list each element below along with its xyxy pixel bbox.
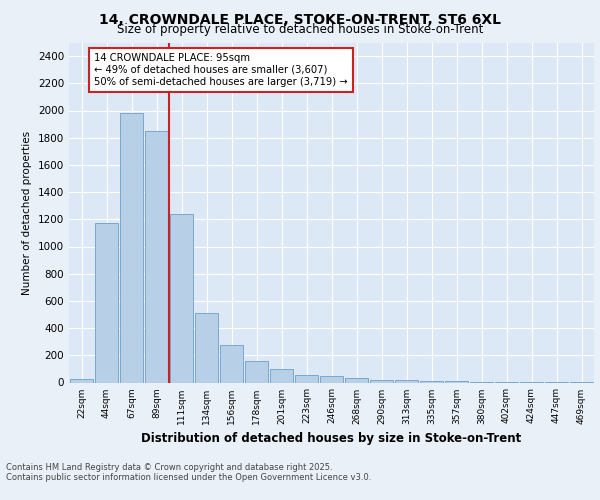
Text: Size of property relative to detached houses in Stoke-on-Trent: Size of property relative to detached ho… (117, 22, 483, 36)
Bar (345, 378, 368, 382)
Bar (70, 379, 93, 382)
Bar (195, 313, 218, 382)
Y-axis label: Number of detached properties: Number of detached properties (22, 130, 32, 294)
Text: Contains public sector information licensed under the Open Government Licence v3: Contains public sector information licen… (6, 474, 371, 482)
Bar (170, 214, 193, 382)
Bar (95, 224, 118, 382)
Bar (395, 380, 418, 382)
Bar (245, 362, 268, 382)
Bar (370, 380, 393, 382)
X-axis label: Distribution of detached houses by size in Stoke-on-Trent: Distribution of detached houses by size … (142, 432, 521, 445)
Bar (220, 345, 243, 383)
Bar (420, 381, 443, 382)
Bar (270, 369, 293, 382)
Text: Contains HM Land Registry data © Crown copyright and database right 2025.: Contains HM Land Registry data © Crown c… (6, 464, 332, 472)
Bar (320, 376, 343, 382)
Bar (120, 113, 143, 382)
Bar (295, 375, 318, 382)
Text: 14 CROWNDALE PLACE: 95sqm
← 49% of detached houses are smaller (3,607)
50% of se: 14 CROWNDALE PLACE: 95sqm ← 49% of detac… (94, 54, 347, 86)
Text: 14, CROWNDALE PLACE, STOKE-ON-TRENT, ST6 6XL: 14, CROWNDALE PLACE, STOKE-ON-TRENT, ST6… (99, 12, 501, 26)
Bar (145, 131, 168, 382)
